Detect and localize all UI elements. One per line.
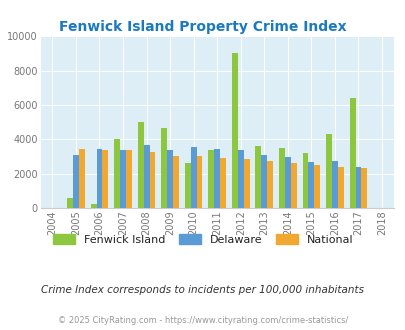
- Bar: [355, 167, 360, 208]
- Bar: [302, 153, 308, 208]
- Bar: [90, 205, 96, 208]
- Bar: [161, 128, 167, 208]
- Bar: [214, 149, 220, 208]
- Bar: [102, 149, 108, 208]
- Bar: [143, 145, 149, 208]
- Bar: [360, 168, 367, 208]
- Bar: [325, 134, 331, 208]
- Bar: [261, 155, 266, 208]
- Bar: [278, 148, 284, 208]
- Bar: [331, 161, 337, 208]
- Bar: [167, 149, 173, 208]
- Bar: [120, 149, 126, 208]
- Text: Crime Index corresponds to incidents per 100,000 inhabitants: Crime Index corresponds to incidents per…: [41, 285, 364, 295]
- Bar: [313, 165, 320, 208]
- Bar: [67, 198, 73, 208]
- Bar: [126, 150, 132, 208]
- Bar: [266, 161, 273, 208]
- Bar: [173, 156, 179, 208]
- Bar: [349, 98, 355, 208]
- Bar: [220, 158, 226, 208]
- Bar: [73, 155, 79, 208]
- Bar: [231, 53, 237, 208]
- Bar: [184, 163, 190, 208]
- Text: © 2025 CityRating.com - https://www.cityrating.com/crime-statistics/: © 2025 CityRating.com - https://www.city…: [58, 315, 347, 325]
- Bar: [190, 147, 196, 208]
- Bar: [337, 167, 343, 208]
- Bar: [255, 146, 261, 208]
- Bar: [114, 139, 120, 208]
- Bar: [96, 149, 102, 208]
- Bar: [308, 162, 313, 208]
- Bar: [243, 159, 249, 208]
- Bar: [149, 152, 155, 208]
- Bar: [290, 163, 296, 208]
- Bar: [284, 157, 290, 208]
- Bar: [79, 149, 85, 208]
- Text: Fenwick Island Property Crime Index: Fenwick Island Property Crime Index: [59, 20, 346, 34]
- Bar: [208, 149, 214, 208]
- Bar: [196, 156, 202, 208]
- Bar: [237, 149, 243, 208]
- Legend: Fenwick Island, Delaware, National: Fenwick Island, Delaware, National: [49, 231, 356, 248]
- Bar: [137, 122, 143, 208]
